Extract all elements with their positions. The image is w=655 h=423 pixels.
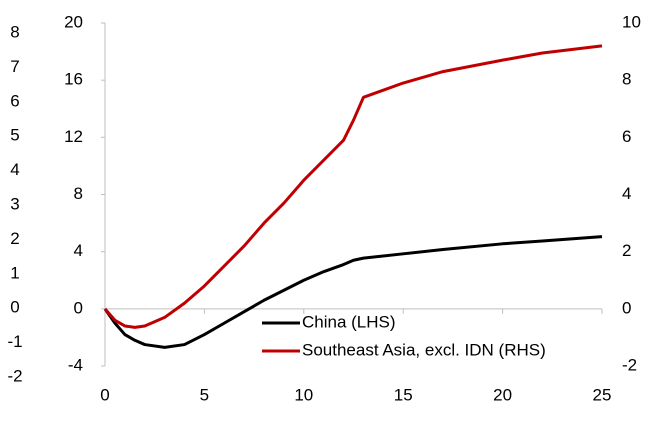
- x-tick-label: 20: [493, 385, 512, 404]
- y2-tick-label: 2: [622, 241, 631, 260]
- x-tick-label: 0: [100, 385, 109, 404]
- y-tick-label: 7: [10, 57, 19, 76]
- y-tick-label: 1: [10, 263, 19, 282]
- x-tick-label: 10: [294, 385, 313, 404]
- y2-tick-label: 0: [622, 298, 631, 317]
- y-tick-label: 0: [10, 298, 19, 317]
- legend-label: China (LHS): [302, 312, 396, 331]
- y2-tick-label: 4: [622, 184, 631, 203]
- y2-tick-label: -2: [622, 355, 637, 374]
- y-tick-label: 4: [10, 160, 19, 179]
- y-tick-label: -1: [7, 332, 22, 351]
- y-tick-label: 6: [10, 91, 19, 110]
- series-line: [103, 235, 603, 349]
- legend-label: Southeast Asia, excl. IDN (RHS): [302, 340, 546, 359]
- y-tick-label: 4: [74, 241, 83, 260]
- y-tick-label: 8: [74, 184, 83, 203]
- y-tick-label: 20: [64, 12, 83, 31]
- y2-tick-label: 10: [622, 12, 641, 31]
- y-tick-label: 2: [10, 229, 19, 248]
- y2-tick-label: 8: [622, 70, 631, 89]
- x-tick-label: 5: [200, 385, 209, 404]
- x-tick-label: 15: [394, 385, 413, 404]
- y-tick-label: -2: [7, 366, 22, 385]
- y-tick-label: 8: [10, 22, 19, 41]
- x-tick-label: 25: [593, 385, 612, 404]
- y-tick-label: -4: [68, 355, 83, 374]
- y-tick-label: 16: [64, 70, 83, 89]
- y-tick-label: 5: [10, 126, 19, 145]
- y2-tick-label: 6: [622, 127, 631, 146]
- y-tick-label: 0: [74, 298, 83, 317]
- y-tick-label: 3: [10, 194, 19, 213]
- series-line: [103, 44, 603, 329]
- y-tick-label: 12: [64, 127, 83, 146]
